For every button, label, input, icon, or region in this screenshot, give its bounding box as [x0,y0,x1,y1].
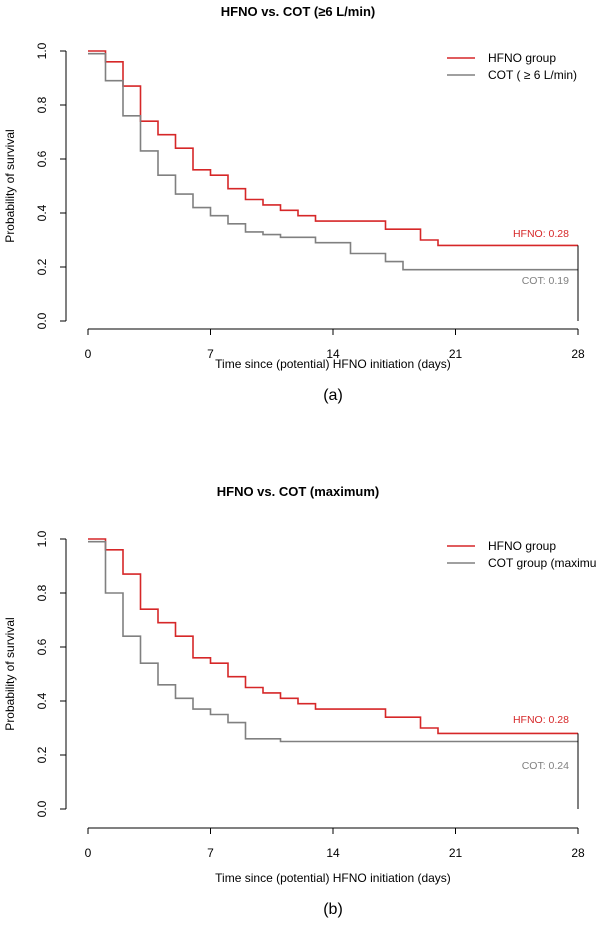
y-tick-label: 0.8 [35,584,49,601]
x-tick-label: 21 [449,846,463,860]
end-label-cot: COT: 0.19 [522,275,569,287]
x-axis-label: Time since (potential) HFNO initiation (… [215,357,451,371]
x-tick-label: 14 [326,347,340,361]
end-label-hfno: HFNO: 0.28 [513,228,569,240]
y-tick-label: 0.6 [35,638,49,655]
panel-caption: (b) [323,901,343,918]
survival-curve-cot [88,540,578,743]
x-tick-label: 0 [85,347,92,361]
y-tick-label: 1.0 [35,42,49,59]
survival-curve-cot [88,52,578,271]
survival-curve-hfno [88,538,578,735]
panel-caption: (a) [323,387,343,404]
survival-curve-hfno [88,50,578,247]
y-axis-label: Probability of survival [3,617,17,730]
legend-label: HFNO group [488,539,556,553]
y-tick-label: 0.2 [35,746,49,763]
y-tick-label: 0.4 [35,204,49,221]
y-tick-label: 0.6 [35,150,49,167]
x-tick-label: 0 [85,846,92,860]
x-tick-label: 21 [449,347,463,361]
y-tick-label: 0.4 [35,692,49,709]
chart-panel-2: HFNO vs. COT (maximum) 0.0 0.2 0.4 0.6 0.8 1.0… [3,484,597,918]
y-tick-label: 0.2 [35,258,49,275]
y-axis-label: Probability of survival [3,129,17,242]
legend-label: COT group (maximum) [488,556,597,570]
x-tick-label: 7 [207,347,214,361]
x-tick-label: 28 [571,347,585,361]
y-tick-label: 0.0 [35,800,49,817]
legend-label: HFNO group [488,51,556,65]
y-tick-label: 1.0 [35,530,49,547]
chart-title: HFNO vs. COT (≥6 L/min) [221,4,375,19]
x-tick-label: 14 [326,846,340,860]
legend-label: COT ( ≥ 6 L/min) [488,68,577,82]
end-label-cot: COT: 0.24 [522,760,569,772]
end-label-hfno: HFNO: 0.28 [513,714,569,726]
x-tick-label: 7 [207,846,214,860]
y-tick-label: 0.0 [35,312,49,329]
x-axis-label: Time since (potential) HFNO initiation (… [215,871,451,885]
y-tick-label: 0.8 [35,96,49,113]
chart-panel-1: HFNO vs. COT (≥6 L/min) 0.0 0.2 0.4 0.6 0.8 1.… [3,4,585,404]
x-tick-label: 28 [571,846,585,860]
chart-title: HFNO vs. COT (maximum) [217,484,380,499]
